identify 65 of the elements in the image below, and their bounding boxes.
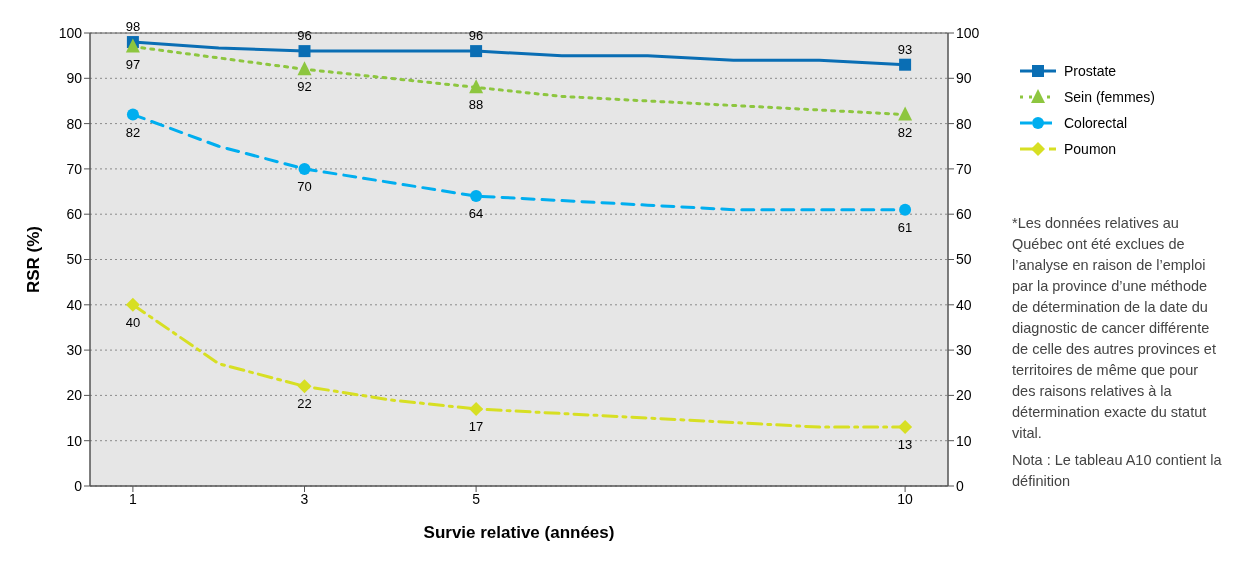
- x-tick-label: 3: [300, 490, 309, 507]
- x-axis-title: Survie relative (années): [423, 523, 615, 542]
- point: [470, 190, 483, 203]
- data-label: 82: [897, 124, 913, 140]
- y-tick-label: 90: [66, 70, 83, 87]
- x-tick-label: 1: [129, 490, 137, 507]
- y-tick-label: 60: [66, 206, 83, 223]
- data-label: 13: [897, 437, 913, 453]
- y2-tick-label: 30: [956, 342, 972, 359]
- data-label: 64: [468, 206, 484, 222]
- y-tick-label: 10: [66, 432, 83, 449]
- data-label: 88: [468, 97, 484, 113]
- point: [899, 203, 912, 216]
- data-label: 82: [125, 124, 141, 140]
- point: [470, 45, 483, 58]
- legend-label: Sein (femmes): [1064, 89, 1156, 105]
- y-tick-label: 20: [66, 387, 83, 404]
- point: [125, 297, 140, 312]
- y2-tick-label: 80: [956, 115, 972, 132]
- point: [298, 162, 311, 175]
- y-tick-label: 30: [66, 342, 83, 359]
- y2-tick-label: 60: [956, 206, 972, 223]
- point: [898, 420, 913, 435]
- data-label: 97: [125, 56, 141, 72]
- y2-tick-label: 50: [956, 251, 972, 268]
- point: [899, 58, 912, 71]
- text: *Les données relatives au Québec ont été exclues de l’analyse en raison de l’emploi par la province d’une méthode de détermination de la date du diagnostic de cancer différente de celle des autres provinces et territoires de même que pour des raisons relatives à la détermination exacte du statut vital.: [1012, 215, 1216, 441]
- y-axis-title: RSR (%): [24, 225, 44, 294]
- y2-tick-label: 40: [956, 296, 972, 313]
- y-tick-label: 80: [66, 115, 83, 132]
- x-tick-label: 10: [897, 490, 914, 507]
- y-tick-label: 100: [58, 24, 83, 41]
- point: [126, 108, 139, 121]
- y2-tick-label: 10: [956, 432, 972, 449]
- y2-tick-label: 100: [956, 24, 980, 41]
- x-tick-label: 5: [472, 490, 481, 507]
- legend-label: Colorectal: [1064, 115, 1128, 131]
- y-tick-label: 50: [66, 251, 83, 268]
- data-label: 92: [297, 79, 312, 95]
- data-label: 70: [297, 178, 312, 194]
- data-label: 96: [297, 28, 312, 44]
- y-tick-label: 70: [66, 160, 83, 177]
- y-tick-label: 0: [74, 477, 83, 494]
- data-label: 61: [897, 219, 913, 235]
- data-label: 96: [468, 28, 484, 44]
- text: Nota : Le tableau A10 contient la définition: [1012, 451, 1223, 491]
- data-label: 93: [897, 41, 913, 57]
- y-tick-label: 40: [66, 296, 83, 313]
- point: [298, 45, 311, 58]
- y2-tick-label: 20: [956, 387, 972, 404]
- point: [898, 106, 913, 121]
- data-label: 17: [468, 418, 484, 434]
- y2-tick-label: 0: [956, 477, 964, 494]
- data-label: 22: [297, 396, 312, 412]
- data-label: 98: [125, 19, 141, 35]
- legend-label: Poumon: [1064, 141, 1117, 157]
- legend-label: Prostate: [1064, 63, 1117, 79]
- point: [297, 61, 312, 76]
- point: [469, 401, 484, 416]
- point: [125, 38, 140, 53]
- point: [469, 79, 484, 94]
- point: [297, 379, 312, 394]
- data-label: 40: [125, 314, 141, 330]
- y2-tick-label: 70: [956, 160, 972, 177]
- y2-tick-label: 90: [956, 70, 972, 87]
